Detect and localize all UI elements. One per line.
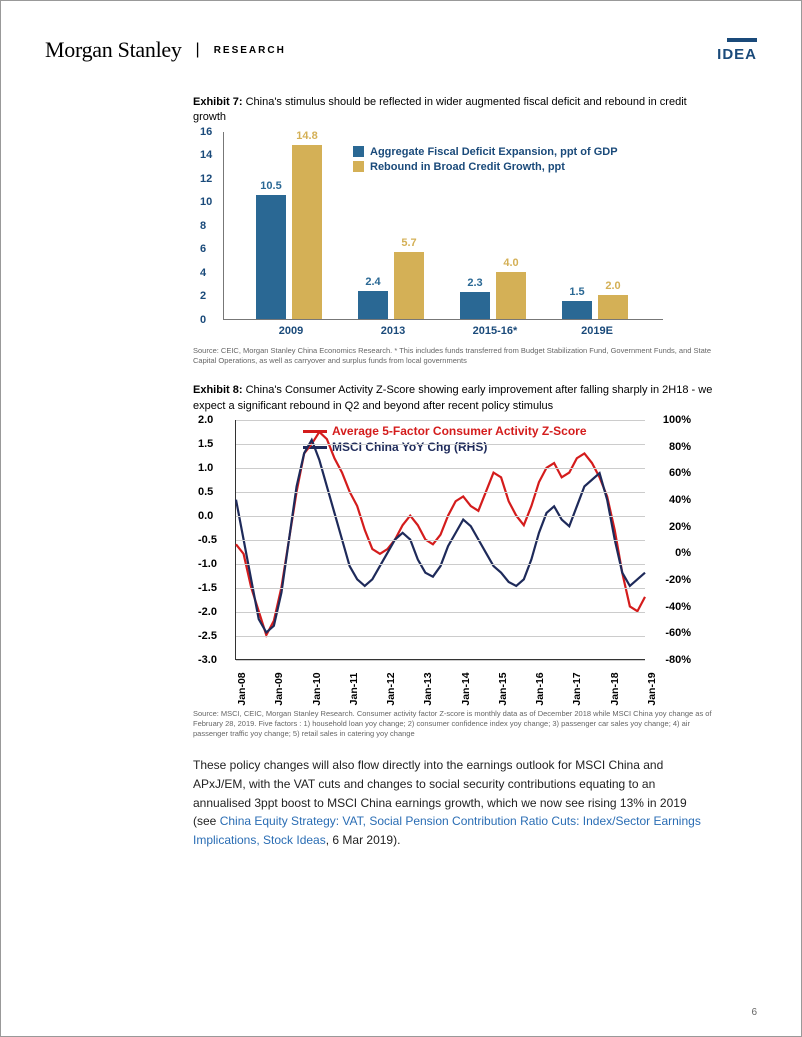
right-y-tick: 0% <box>675 547 691 559</box>
x-category-label: 2013 <box>381 325 405 337</box>
left-y-tick: 0.0 <box>198 510 213 522</box>
right-y-tick: -80% <box>665 654 691 666</box>
x-category-label: 2009 <box>279 325 303 337</box>
left-y-tick: -0.5 <box>198 534 217 546</box>
y-tick: 6 <box>200 243 206 255</box>
bar-group: 10.514.82009 <box>256 145 326 319</box>
y-tick: 0 <box>200 314 206 326</box>
left-y-tick: -2.0 <box>198 606 217 618</box>
right-y-tick: 80% <box>669 441 691 453</box>
x-tick: Jan-09 <box>273 672 285 705</box>
right-y-tick: -60% <box>665 627 691 639</box>
right-y-tick: 100% <box>663 414 691 426</box>
x-tick: Jan-15 <box>497 672 509 705</box>
right-y-tick: 60% <box>669 467 691 479</box>
x-tick: Jan-10 <box>311 672 323 705</box>
page-header: Morgan Stanley | RESEARCH IDEA <box>45 37 757 63</box>
bar-value-label: 5.7 <box>401 237 416 249</box>
bar-value-label: 2.3 <box>467 277 482 289</box>
right-y-tick: -40% <box>665 601 691 613</box>
y-tick: 16 <box>200 126 212 138</box>
body-paragraph: These policy changes will also flow dire… <box>193 756 713 849</box>
left-y-tick: 0.5 <box>198 486 213 498</box>
logo-divider: | <box>196 41 200 59</box>
x-tick: Jan-14 <box>460 672 472 705</box>
bar-value-label: 10.5 <box>260 180 281 192</box>
bar: 10.5 <box>256 195 286 318</box>
idea-text: IDEA <box>717 46 757 63</box>
x-tick: Jan-13 <box>422 672 434 705</box>
bar: 2.4 <box>358 291 388 319</box>
exhibit7-title: Exhibit 7: China's stimulus should be re… <box>193 95 713 126</box>
bar-value-label: 1.5 <box>569 286 584 298</box>
exhibit8-title: Exhibit 8: China's Consumer Activity Z-S… <box>193 383 713 414</box>
exhibit8-source: Source: MSCI, CEIC, Morgan Stanley Resea… <box>193 709 713 738</box>
idea-badge: IDEA <box>717 38 757 63</box>
bar-value-label: 4.0 <box>503 257 518 269</box>
bar: 4.0 <box>496 272 526 319</box>
right-y-tick: -20% <box>665 574 691 586</box>
bar-value-label: 14.8 <box>296 130 317 142</box>
bar: 14.8 <box>292 145 322 319</box>
body-link[interactable]: China Equity Strategy: VAT, Social Pensi… <box>193 814 701 847</box>
x-tick: Jan-19 <box>646 672 658 705</box>
y-tick: 8 <box>200 220 206 232</box>
x-tick: Jan-18 <box>609 672 621 705</box>
y-tick: 4 <box>200 267 206 279</box>
x-category-label: 2019E <box>581 325 613 337</box>
bar: 2.0 <box>598 295 628 319</box>
right-y-tick: 40% <box>669 494 691 506</box>
bar-value-label: 2.4 <box>365 276 380 288</box>
bar: 1.5 <box>562 301 592 319</box>
y-tick: 2 <box>200 290 206 302</box>
research-label: RESEARCH <box>214 45 286 56</box>
page-number: 6 <box>751 1007 757 1018</box>
x-tick: Jan-12 <box>385 672 397 705</box>
exhibit7-source: Source: CEIC, Morgan Stanley China Econo… <box>193 346 713 366</box>
left-y-tick: -3.0 <box>198 654 217 666</box>
y-tick: 10 <box>200 196 212 208</box>
left-y-tick: 2.0 <box>198 414 213 426</box>
exhibit8-line-chart: Average 5-Factor Consumer Activity Z-Sco… <box>193 420 693 705</box>
bar-value-label: 2.0 <box>605 280 620 292</box>
right-y-tick: 20% <box>669 521 691 533</box>
logo: Morgan Stanley <box>45 37 182 63</box>
exhibit7-bar-chart: Aggregate Fiscal Deficit Expansion, ppt … <box>193 132 663 342</box>
y-tick: 14 <box>200 149 212 161</box>
bar-group: 1.52.02019E <box>562 295 632 319</box>
left-y-tick: 1.5 <box>198 438 213 450</box>
left-y-tick: -1.5 <box>198 582 217 594</box>
x-tick: Jan-11 <box>348 673 360 706</box>
bar-group: 2.34.02015-16* <box>460 272 530 319</box>
line-series <box>236 432 645 635</box>
x-category-label: 2015-16* <box>473 325 518 337</box>
y-tick: 12 <box>200 173 212 185</box>
left-y-tick: -2.5 <box>198 630 217 642</box>
bar-group: 2.45.72013 <box>358 252 428 319</box>
bar: 2.3 <box>460 292 490 319</box>
left-y-tick: -1.0 <box>198 558 217 570</box>
left-y-tick: 1.0 <box>198 462 213 474</box>
x-tick: Jan-08 <box>236 672 248 705</box>
x-tick: Jan-17 <box>571 672 583 705</box>
bar: 5.7 <box>394 252 424 319</box>
x-tick: Jan-16 <box>534 672 546 705</box>
